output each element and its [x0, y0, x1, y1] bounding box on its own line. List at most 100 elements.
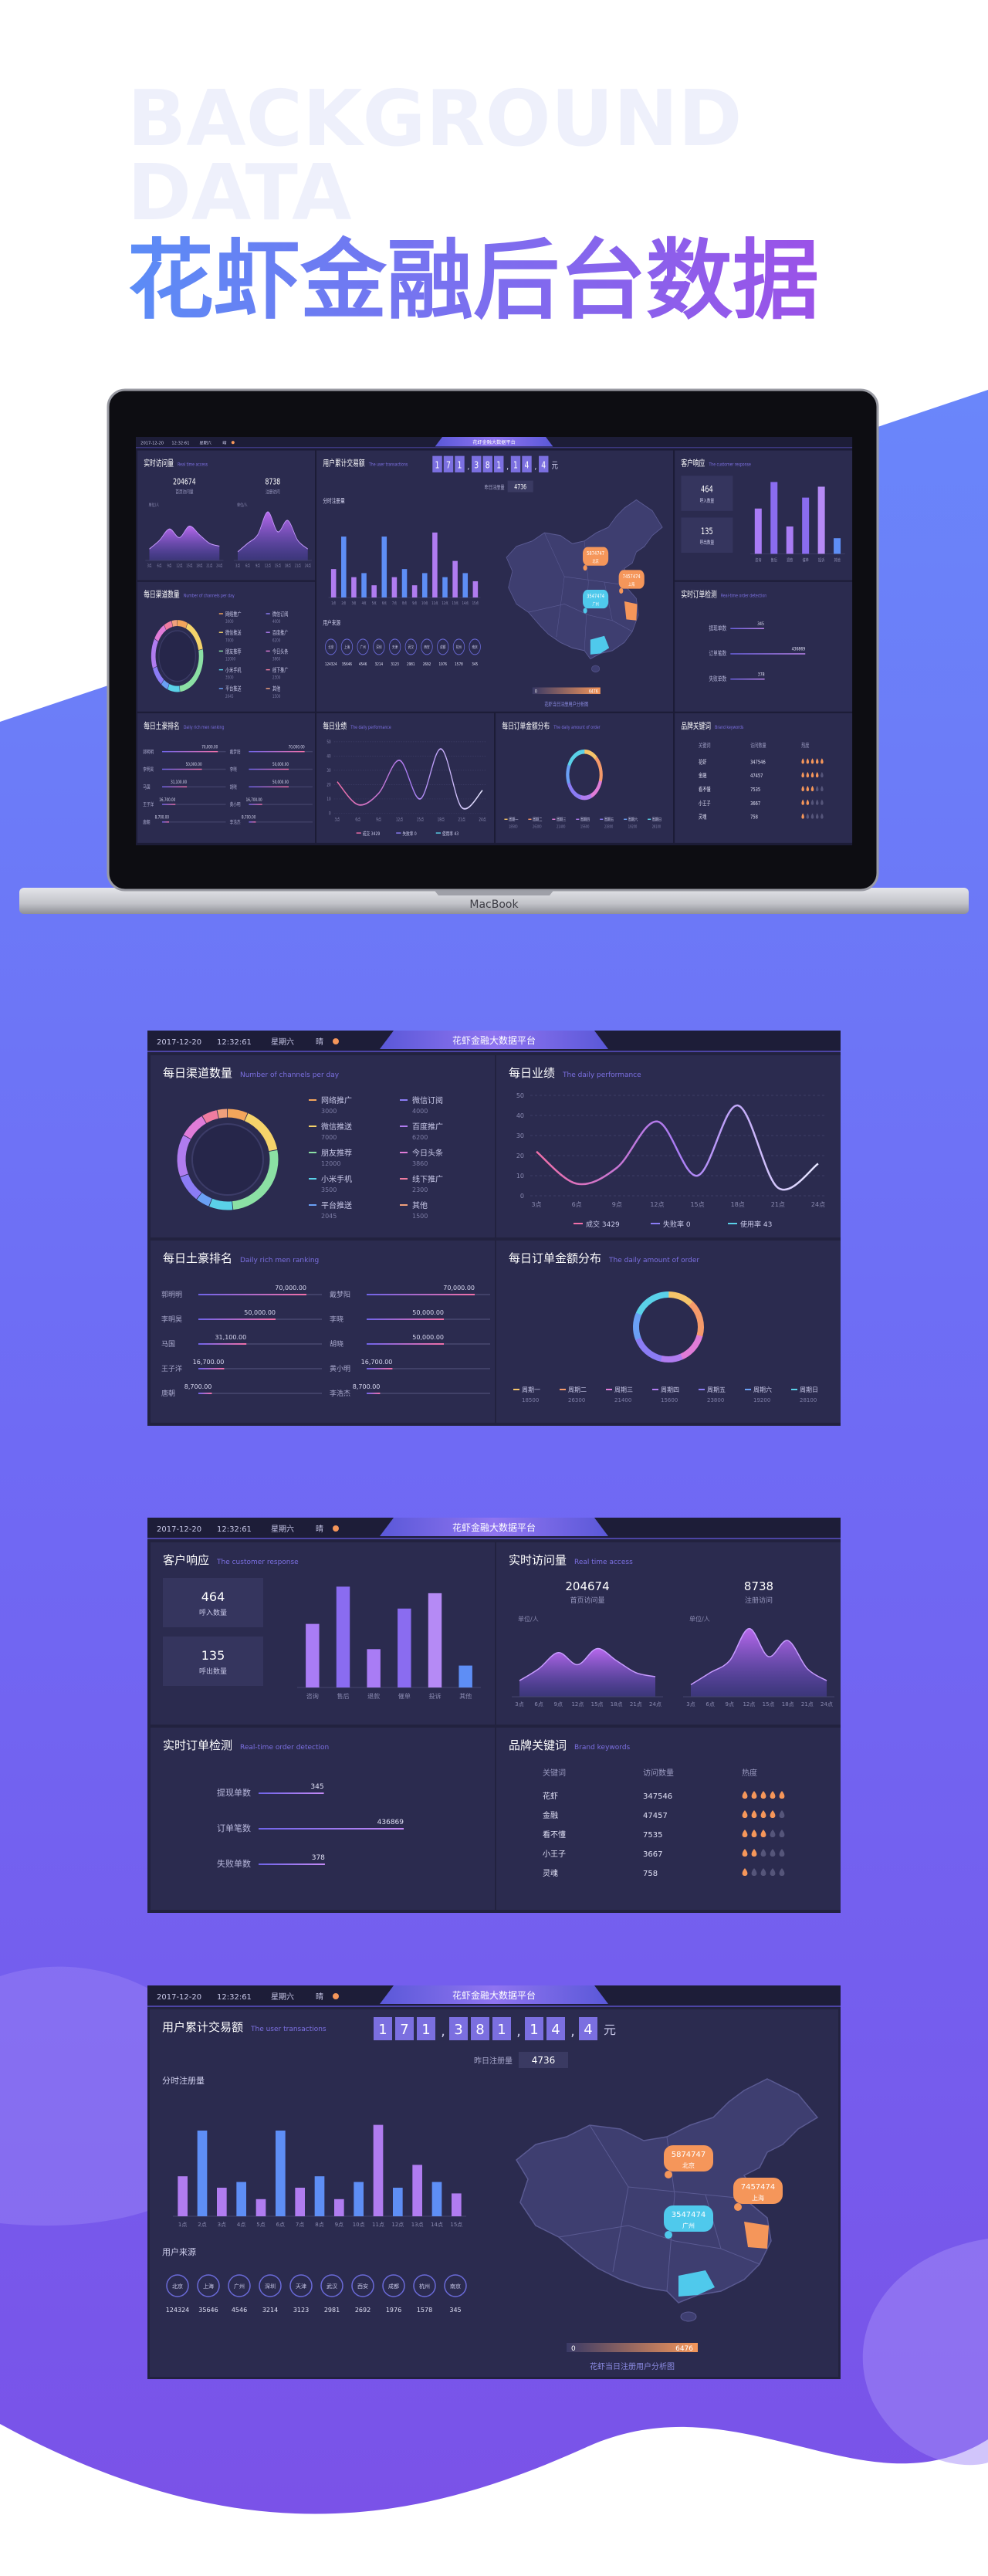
- bar-label: 436869: [377, 1819, 404, 1826]
- x-tick-label: 21点: [206, 564, 213, 569]
- donut-segment: [179, 649, 204, 692]
- bar: [162, 750, 218, 753]
- x-tick-label: 12点: [396, 817, 403, 823]
- card: [137, 450, 316, 581]
- bar: [452, 2193, 462, 2216]
- stat-box: [681, 517, 733, 553]
- legend-label: 周期四: [580, 817, 590, 823]
- heat-icon: [821, 785, 824, 791]
- city-value: 3123: [391, 662, 399, 668]
- visit-count: 758: [643, 1870, 658, 1878]
- ring-segment: [594, 756, 603, 782]
- source-badge: [469, 638, 481, 655]
- title-tab: [380, 1985, 608, 2004]
- city: 北京: [328, 644, 334, 650]
- digit: 1: [513, 459, 518, 471]
- legend-label: 周期一: [522, 1386, 540, 1393]
- legend-value: 1500: [412, 1213, 428, 1220]
- heat-icon: [815, 799, 819, 805]
- bar: [730, 653, 806, 655]
- digit-separator: ,: [506, 460, 509, 472]
- person-name: 李明昊: [161, 1315, 182, 1324]
- bar: [462, 573, 469, 597]
- digit: 4: [541, 459, 546, 471]
- visit-count: 7535: [750, 787, 760, 793]
- dashboard-title: 花虾金融大数据平台: [472, 439, 516, 445]
- title-tab: [380, 1031, 608, 1049]
- bar: [421, 573, 428, 597]
- heat-icon: [801, 785, 804, 791]
- x-tick-label: 21点: [630, 1701, 642, 1708]
- city: 深圳: [376, 644, 381, 650]
- marker-pin: [665, 2231, 672, 2239]
- area-line: [519, 1647, 656, 1681]
- city: 深圳: [265, 2283, 276, 2290]
- bar-label: 16,700.00: [361, 1359, 393, 1366]
- donut-segment: [227, 1109, 248, 1121]
- x-tick-label: 7点: [296, 2222, 304, 2228]
- legend-value: 19200: [628, 824, 638, 830]
- card-subtitle: The daily amount of order: [553, 725, 601, 730]
- donut-segment: [167, 683, 180, 692]
- stat-label: 首页访问量: [570, 1596, 604, 1605]
- x-tick-label: 6点: [534, 1701, 543, 1708]
- bar: [276, 2131, 286, 2216]
- stat-value: 204674: [173, 478, 196, 488]
- marker-city: 广州: [592, 601, 598, 608]
- person-name: 李浩杰: [330, 1389, 350, 1398]
- person-name: 胡晓: [230, 784, 238, 790]
- map-border: [528, 604, 613, 621]
- heat-icon: [760, 1868, 766, 1876]
- city: 天津: [392, 644, 398, 650]
- bar: [371, 585, 377, 597]
- person-name: 戴梦阳: [230, 748, 241, 755]
- card-title: 用户累计交易额: [323, 458, 365, 469]
- x-tick-label: 9点: [554, 1701, 563, 1708]
- bar-track: [198, 1393, 322, 1394]
- bar: [367, 1368, 393, 1369]
- person-name: 胡晓: [330, 1339, 343, 1349]
- card: [151, 1241, 495, 1423]
- source-badge: [289, 2274, 313, 2297]
- bar-label: 8,700.00: [184, 1383, 212, 1390]
- legend-value: 21400: [614, 1397, 631, 1403]
- person-name: 唐朝: [161, 1389, 175, 1398]
- source-badge: [452, 638, 465, 655]
- legend-value: 3500: [321, 1186, 337, 1193]
- stat-label: 呼出数量: [700, 539, 715, 546]
- digit: 7: [446, 459, 451, 471]
- digit-separator: ,: [516, 2023, 521, 2039]
- bar-track: [198, 1368, 322, 1369]
- map-marker: [618, 570, 645, 589]
- source-badge: [404, 638, 417, 655]
- visit-count: 347546: [750, 760, 766, 766]
- ring-segment: [635, 1291, 669, 1315]
- city-value: 2692: [355, 2307, 370, 2314]
- heat-icon: [821, 799, 824, 805]
- keyword: 看不懂: [543, 1830, 566, 1840]
- x-tick-label: 13点: [411, 2222, 424, 2228]
- heat-icon: [815, 813, 819, 819]
- map-region: [678, 2270, 715, 2297]
- x-tick-label: 9点: [612, 1201, 622, 1208]
- heat-rating: [742, 1830, 785, 1837]
- bar: [428, 1593, 442, 1687]
- bar-label: 378: [312, 1854, 325, 1862]
- bar: [393, 2188, 403, 2216]
- marker-pin: [583, 565, 587, 571]
- marker-city: 广州: [682, 2222, 695, 2229]
- area-fill: [149, 526, 220, 560]
- ring-segment: [668, 1291, 693, 1306]
- bar-label: 70,000.00: [201, 745, 218, 750]
- legend-max: 6476: [589, 689, 598, 695]
- x-tick-label: 12点: [571, 1701, 584, 1708]
- card-group: 实时订单检测 Real-time order detection 提现单数 345 订单…: [675, 581, 853, 712]
- heat-icon: [806, 813, 810, 819]
- watermark: DATA: [127, 147, 351, 238]
- bar: [458, 1665, 472, 1687]
- bar-label: 345: [310, 1783, 323, 1791]
- x-tick-label: 12点: [391, 2222, 404, 2228]
- city: 杭州: [456, 644, 462, 650]
- donut-segment: [161, 679, 170, 690]
- city: 上海: [344, 644, 350, 650]
